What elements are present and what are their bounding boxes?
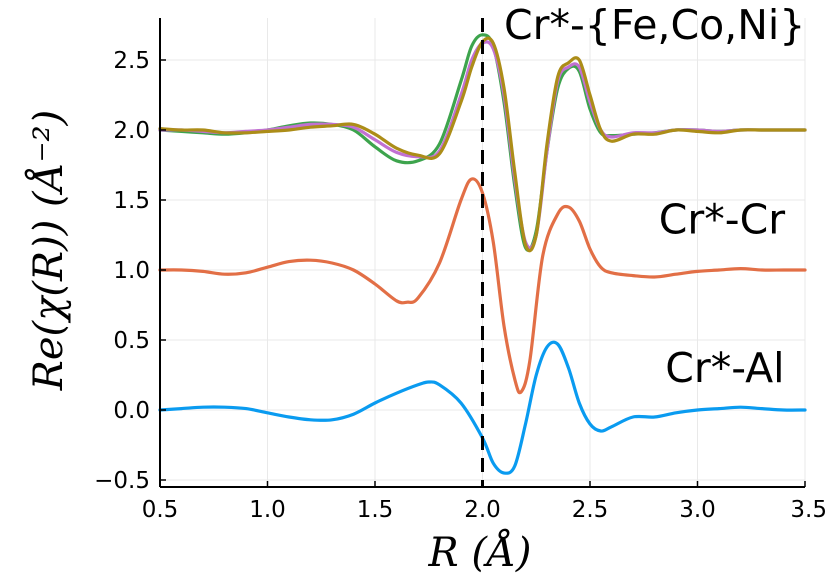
series-lines bbox=[158, 33, 807, 475]
x-tick-label: 1.5 bbox=[357, 497, 394, 523]
annotation-label: Cr*-Al bbox=[665, 344, 784, 392]
x-tick-label: 1.0 bbox=[249, 497, 286, 523]
y-axis-label: Re(χ(R)) (Å⁻²) bbox=[25, 110, 72, 392]
series-line-cr-ni bbox=[158, 36, 807, 253]
x-tick-label: 2.0 bbox=[464, 497, 501, 523]
annotations: Cr*-{Fe,Co,Ni} Cr*-Cr Cr*-Al bbox=[504, 1, 805, 392]
annotation-label: Cr*-Cr bbox=[659, 196, 785, 244]
y-tick-label: 1.5 bbox=[113, 188, 150, 214]
y-tick-label: 2.0 bbox=[113, 118, 150, 144]
x-tick-label: 3.0 bbox=[679, 497, 716, 523]
x-tick-label: 2.5 bbox=[572, 497, 609, 523]
y-tick-label: 0.0 bbox=[113, 398, 150, 424]
y-tick-label: −0.5 bbox=[94, 468, 150, 494]
axes bbox=[159, 18, 806, 488]
x-tick-labels: 0.5 1.0 1.5 2.0 2.5 3.0 3.5 bbox=[142, 497, 827, 523]
x-tick-label: 3.5 bbox=[790, 497, 827, 523]
annotation-label: Cr*-{Fe,Co,Ni} bbox=[504, 1, 805, 49]
y-tick-label: 2.5 bbox=[113, 48, 150, 74]
x-axis-label: R (Å) bbox=[428, 529, 532, 576]
series-line-cr-cr bbox=[158, 177, 807, 395]
y-tick-label: 0.5 bbox=[113, 328, 150, 354]
y-tick-label: 1.0 bbox=[113, 258, 150, 284]
x-tick-label: 0.5 bbox=[142, 497, 179, 523]
series-line-cr-al bbox=[158, 340, 807, 475]
y-tick-labels: −0.5 0.0 0.5 1.0 1.5 2.0 2.5 bbox=[94, 48, 150, 494]
